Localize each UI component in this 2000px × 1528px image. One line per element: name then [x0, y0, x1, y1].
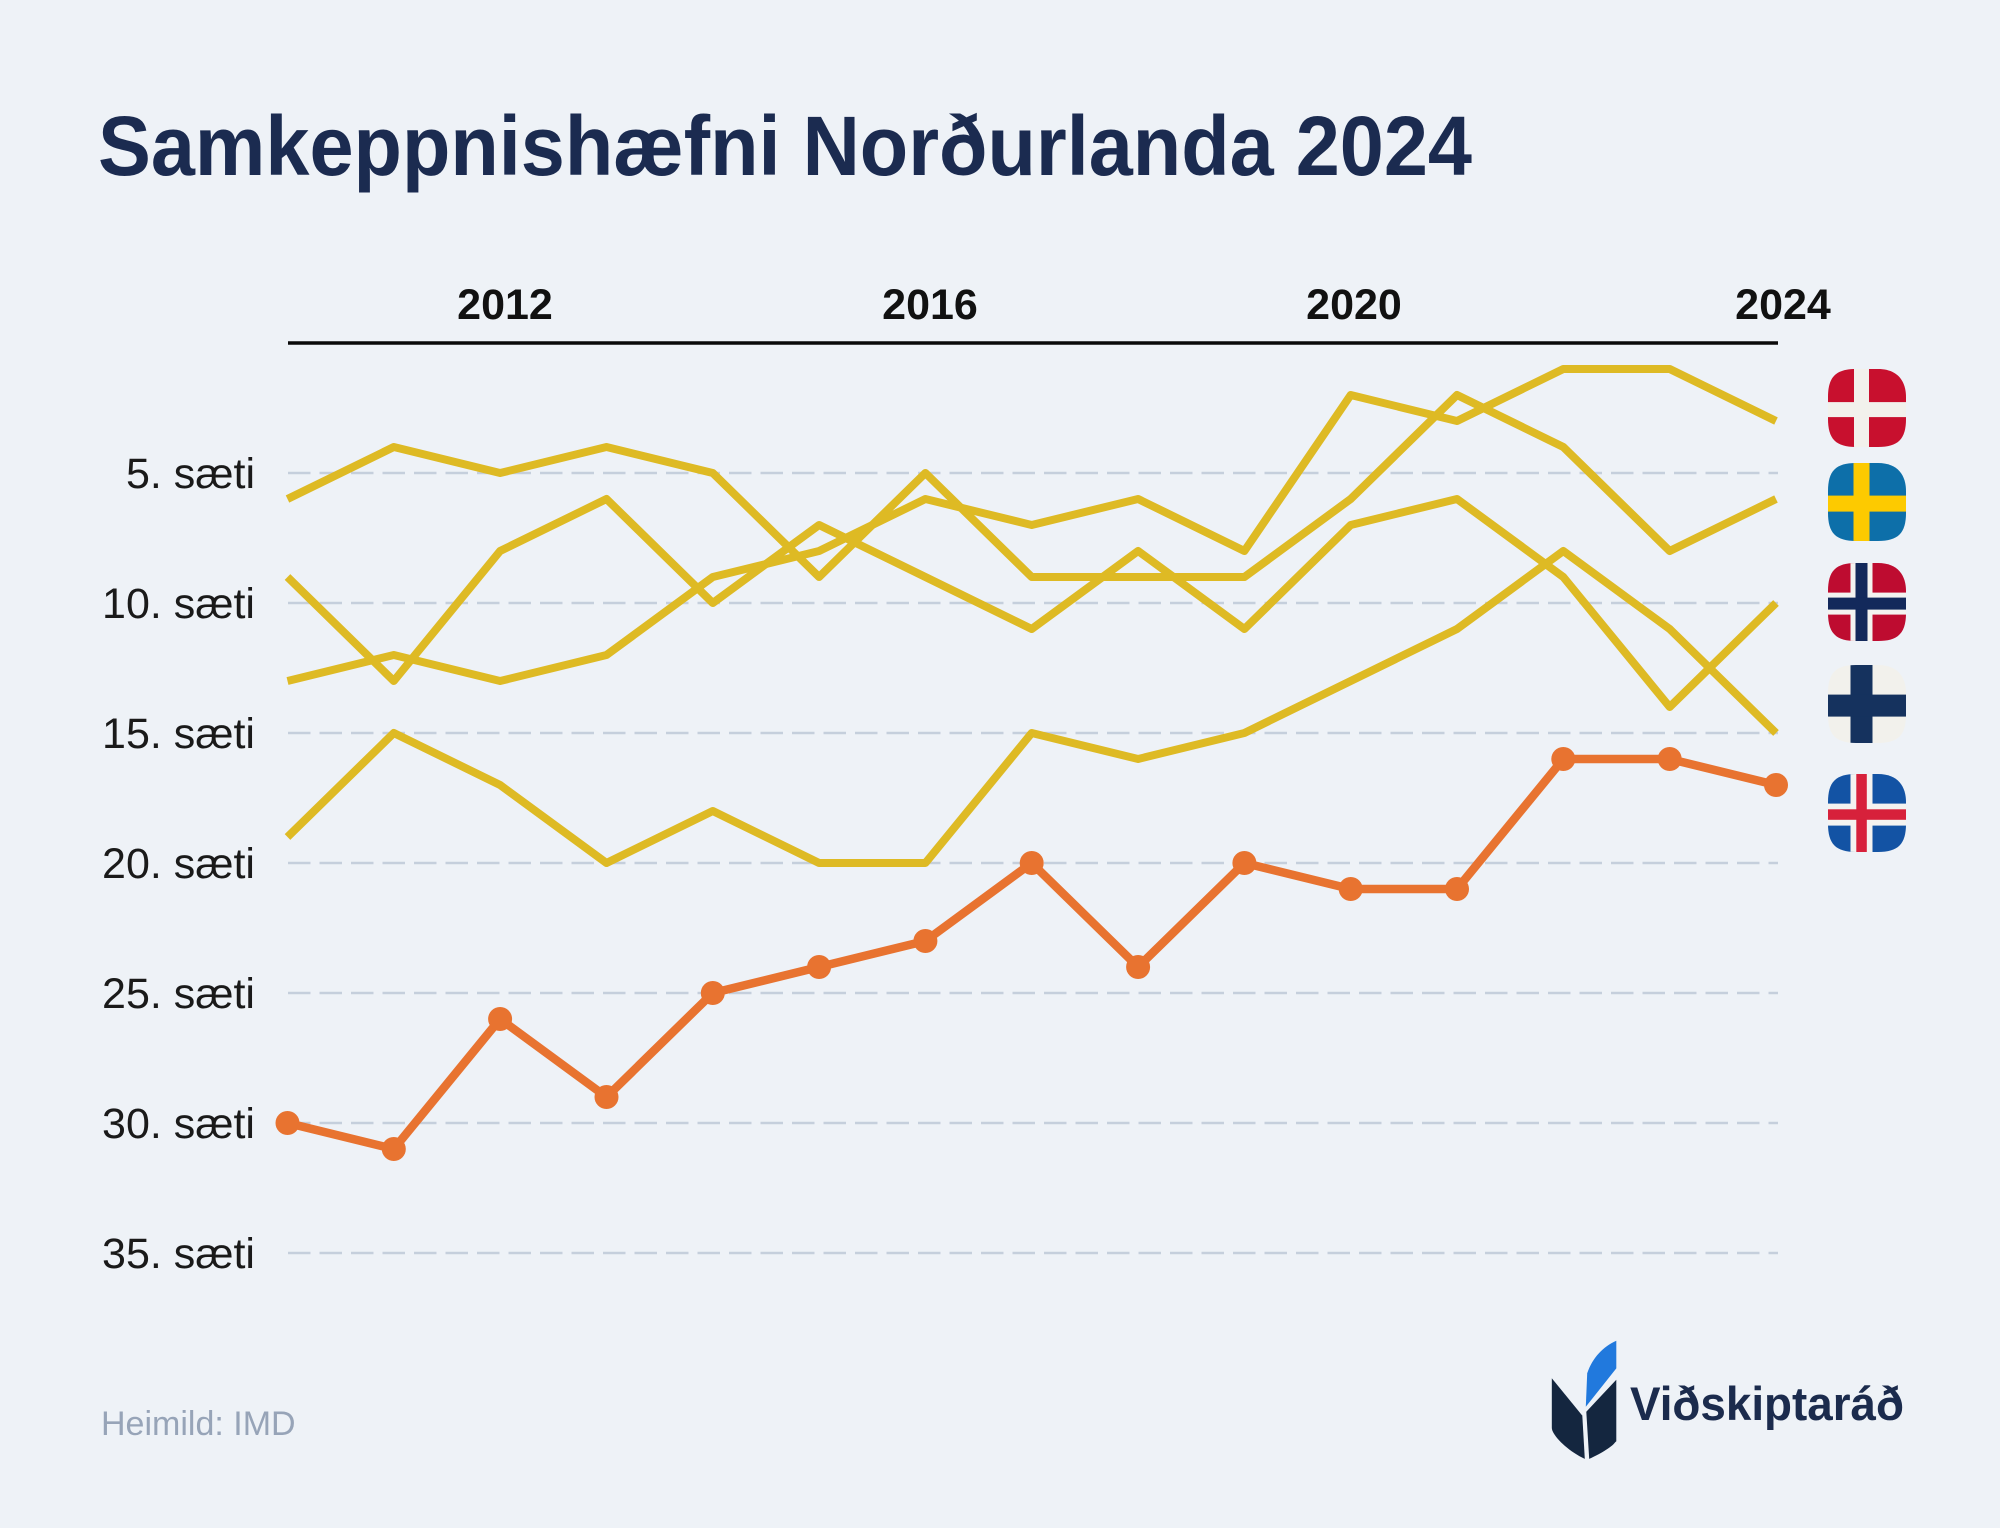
svg-text:20. sæti: 20. sæti — [102, 840, 255, 888]
svg-text:2024: 2024 — [1735, 281, 1831, 329]
svg-text:2012: 2012 — [457, 281, 553, 329]
svg-text:15. sæti: 15. sæti — [102, 710, 255, 758]
svg-text:30. sæti: 30. sæti — [102, 1100, 255, 1148]
svg-text:10. sæti: 10. sæti — [102, 580, 255, 628]
svg-text:Samkeppnishæfni Norðurlanda 20: Samkeppnishæfni Norðurlanda 2024 — [98, 99, 1472, 193]
svg-text:25. sæti: 25. sæti — [102, 970, 255, 1018]
svg-text:5. sæti: 5. sæti — [126, 450, 255, 498]
svg-text:2020: 2020 — [1306, 281, 1402, 329]
svg-text:Viðskiptaráð: Viðskiptaráð — [1630, 1377, 1904, 1430]
svg-text:35. sæti: 35. sæti — [102, 1230, 255, 1278]
svg-text:2016: 2016 — [882, 281, 978, 329]
svg-text:Heimild: IMD: Heimild: IMD — [101, 1405, 296, 1443]
